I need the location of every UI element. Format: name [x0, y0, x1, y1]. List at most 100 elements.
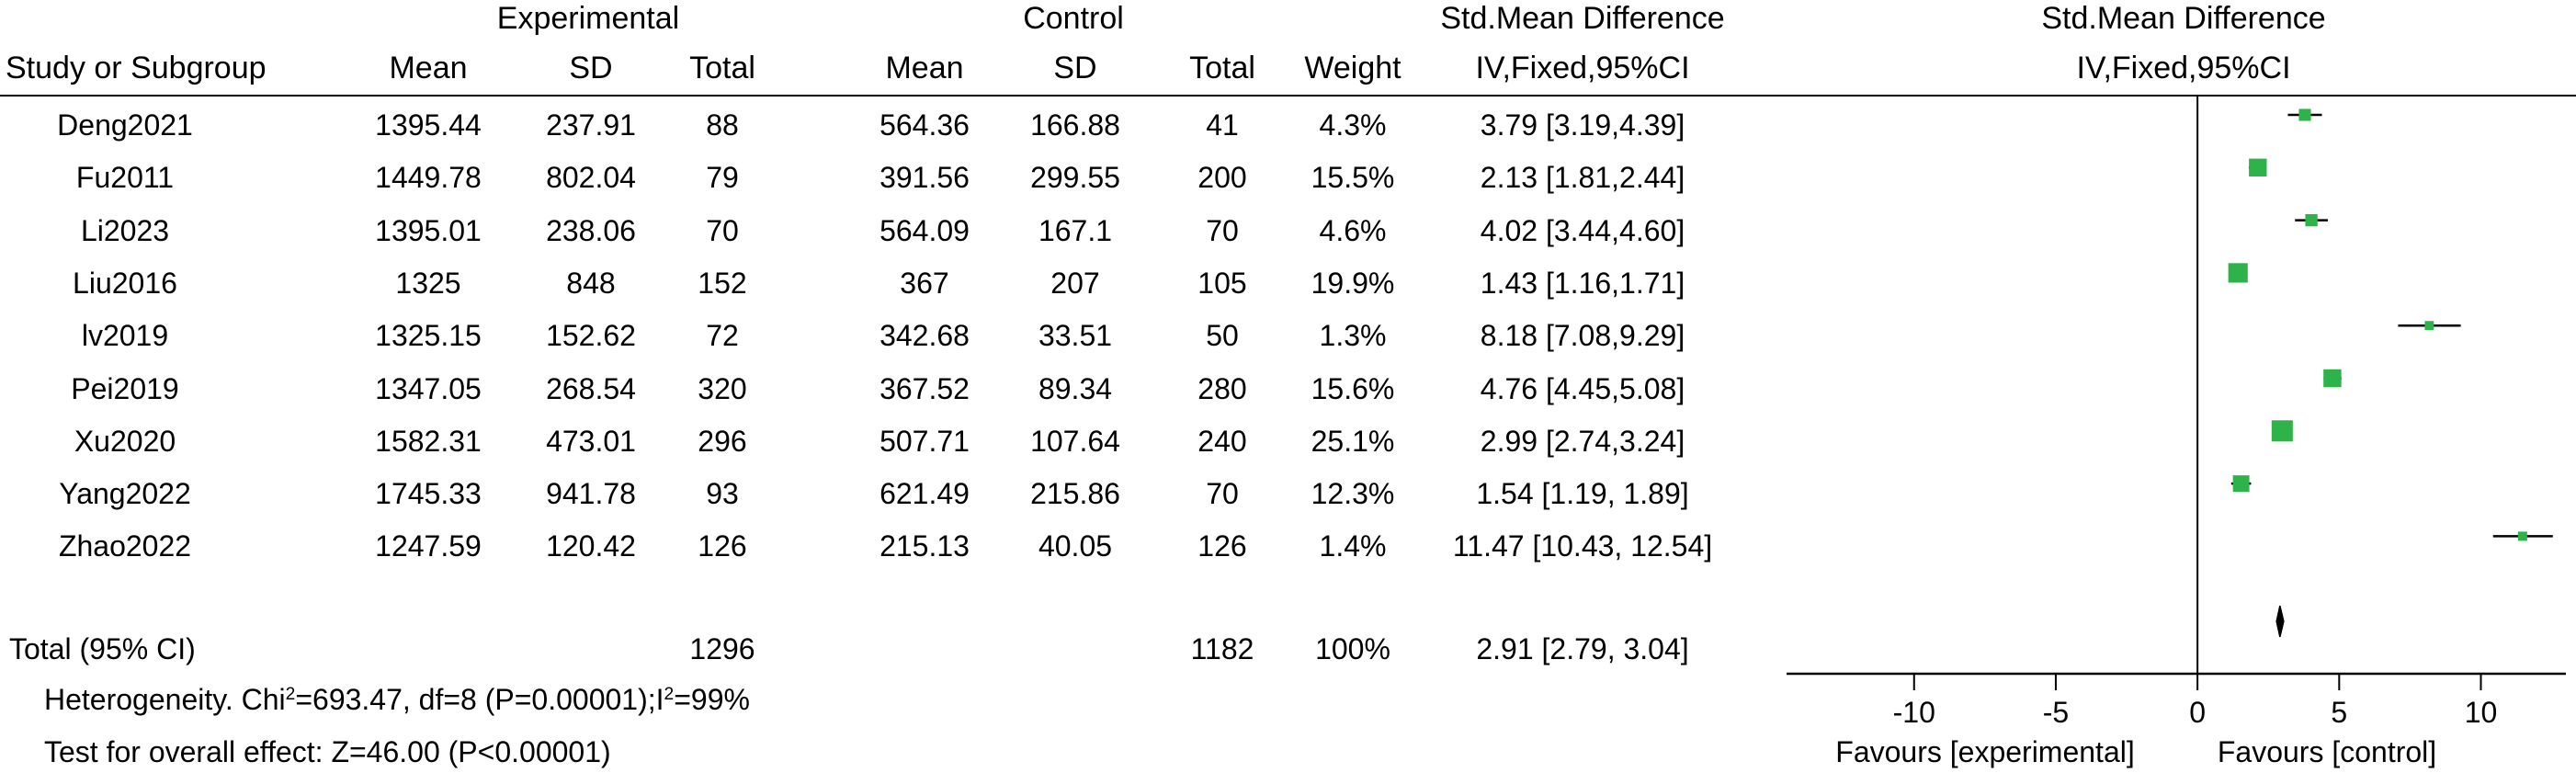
- weight-value: 15.6%: [1311, 371, 1395, 405]
- exp-mean: 1449.78: [375, 161, 482, 195]
- study-column-header: Study or Subgroup: [6, 51, 267, 85]
- study-estimate-square: [2249, 158, 2267, 176]
- exp-total: 72: [706, 319, 739, 353]
- ctl-sd: 207: [1050, 266, 1100, 300]
- exp-total: 126: [698, 529, 747, 563]
- smd-ci-value: 4.76 [4.45,5.08]: [1480, 371, 1685, 405]
- total-weight: 100%: [1315, 632, 1390, 665]
- method-table-header: IV,Fixed,95%CI: [1475, 51, 1690, 85]
- exp-mean-header: Mean: [389, 51, 468, 85]
- weight-value: 4.3%: [1319, 108, 1387, 142]
- exp-total: 79: [706, 161, 739, 195]
- heterogeneity-stat: Heterogeneity. Chi2=693.47, df=8 (P=0.00…: [44, 683, 750, 716]
- study-name: Yang2022: [59, 477, 191, 511]
- favours-experimental-label: Favours [experimental]: [1835, 735, 2135, 768]
- exp-mean: 1745.33: [375, 477, 482, 511]
- ctl-sd: 89.34: [1038, 371, 1113, 405]
- exp-sd: 237.91: [546, 108, 636, 142]
- total-ctl-total: 1182: [1190, 632, 1254, 665]
- exp-total: 93: [706, 477, 739, 511]
- study-estimate-square: [2298, 108, 2311, 121]
- exp-sd: 473.01: [546, 424, 636, 458]
- exp-mean: 1395.44: [375, 108, 482, 142]
- ctl-mean-header: Mean: [885, 51, 964, 85]
- study-estimate-square: [2517, 531, 2527, 541]
- ctl-total: 70: [1206, 477, 1239, 511]
- exp-total: 152: [698, 266, 747, 300]
- ctl-sd: 107.64: [1030, 424, 1120, 458]
- exp-sd: 941.78: [546, 477, 636, 511]
- study-name: Fu2011: [75, 161, 175, 195]
- smd-table-header: Std.Mean Difference: [1440, 1, 1725, 36]
- smd-ci-value: 4.02 [3.44,4.60]: [1480, 213, 1685, 247]
- ctl-total-header: Total: [1189, 51, 1255, 85]
- ctl-sd: 40.05: [1038, 529, 1113, 563]
- method-plot-header: IV,Fixed,95%CI: [2076, 51, 2291, 85]
- ctl-mean: 367: [900, 266, 949, 300]
- ctl-total: 41: [1206, 108, 1239, 142]
- weight-value: 4.6%: [1319, 213, 1387, 247]
- exp-sd: 802.04: [546, 161, 636, 195]
- control-group-header: Control: [1023, 1, 1124, 36]
- ctl-mean: 391.56: [879, 161, 970, 195]
- exp-mean: 1325.15: [375, 319, 482, 353]
- study-estimate-square: [2271, 420, 2293, 442]
- smd-plot-header: Std.Mean Difference: [2041, 1, 2326, 36]
- weight-value: 1.3%: [1319, 319, 1387, 353]
- ctl-total: 105: [1197, 266, 1247, 300]
- ctl-mean: 367.52: [879, 371, 970, 405]
- study-estimate-square: [2323, 369, 2342, 388]
- study-estimate-square: [2228, 263, 2248, 283]
- smd-ci-value: 1.54 [1.19, 1.89]: [1476, 477, 1689, 511]
- total-exp-total: 1296: [689, 632, 755, 665]
- weight-value: 12.3%: [1311, 477, 1395, 511]
- exp-mean: 1325: [395, 266, 461, 300]
- exp-sd: 238.06: [546, 213, 636, 247]
- weight-value: 25.1%: [1311, 424, 1395, 458]
- exp-mean: 1347.05: [375, 371, 482, 405]
- ctl-total: 126: [1197, 529, 1247, 563]
- exp-total: 88: [706, 108, 739, 142]
- study-name: Liu2016: [73, 266, 177, 300]
- exp-total: 70: [706, 213, 739, 247]
- study-name: lv2019: [81, 319, 169, 353]
- total-label: Total (95% CI): [9, 632, 196, 665]
- study-name: Zhao2022: [58, 529, 192, 563]
- ctl-mean: 342.68: [879, 319, 970, 353]
- exp-mean: 1582.31: [375, 424, 482, 458]
- weight-value: 15.5%: [1311, 161, 1395, 195]
- x-tick-label: 0: [2189, 696, 2206, 729]
- study-name: Xu2020: [74, 424, 176, 458]
- study-estimate-square: [2232, 475, 2250, 493]
- exp-sd: 152.62: [546, 319, 636, 353]
- exp-total: 296: [698, 424, 747, 458]
- study-estimate-square: [2305, 213, 2318, 227]
- weight-header: Weight: [1304, 51, 1401, 85]
- x-tick-label: -10: [1893, 696, 1935, 729]
- overall-effect-stat: Test for overall effect: Z=46.00 (P<0.00…: [44, 735, 611, 768]
- ctl-sd-header: SD: [1053, 51, 1097, 85]
- ctl-total: 240: [1197, 424, 1247, 458]
- study-name: Pei2019: [71, 371, 179, 405]
- ctl-sd: 166.88: [1030, 108, 1120, 142]
- ctl-sd: 299.55: [1030, 161, 1120, 195]
- weight-value: 1.4%: [1319, 529, 1387, 563]
- ctl-sd: 215.86: [1030, 477, 1120, 511]
- ctl-total: 200: [1197, 161, 1247, 195]
- favours-control-label: Favours [control]: [2217, 735, 2437, 768]
- exp-sd-header: SD: [569, 51, 613, 85]
- exp-sd: 848: [566, 266, 616, 300]
- exp-sd: 120.42: [546, 529, 636, 563]
- smd-ci-value: 11.47 [10.43, 12.54]: [1452, 529, 1713, 563]
- smd-ci-value: 2.99 [2.74,3.24]: [1480, 424, 1685, 458]
- exp-total-header: Total: [689, 51, 755, 85]
- exp-sd: 268.54: [546, 371, 636, 405]
- smd-ci-value: 2.13 [1.81,2.44]: [1480, 161, 1685, 195]
- ctl-mean: 215.13: [879, 529, 970, 563]
- exp-mean: 1395.01: [375, 213, 482, 247]
- total-ci: 2.91 [2.79, 3.04]: [1476, 632, 1689, 665]
- x-tick-label: 5: [2331, 696, 2347, 729]
- pooled-diamond: [2275, 605, 2285, 638]
- ctl-mean: 621.49: [879, 477, 970, 511]
